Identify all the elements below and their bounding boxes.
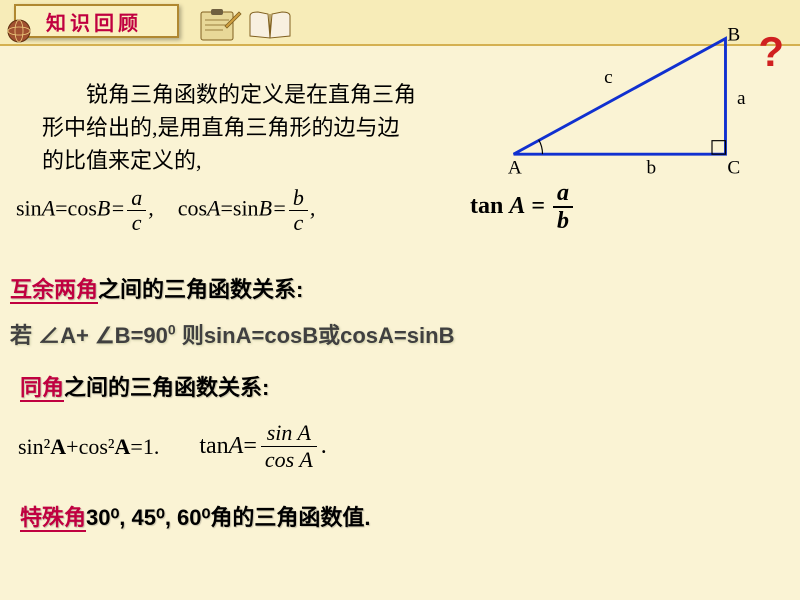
complementary-formula: 若 ∠A+ ∠B=900 则sinA=cosB或cosA=sinB xyxy=(10,318,454,350)
globe-icon xyxy=(6,18,32,44)
sec3-angles: 30⁰, 45⁰, 60⁰ xyxy=(86,505,210,530)
vertex-C: C xyxy=(727,157,740,178)
sec2-underline: 同角 xyxy=(20,375,64,402)
formula-row: sinA=cosB=ac, cosA=sinB=bc, xyxy=(16,186,315,235)
right-angle-marker xyxy=(712,141,725,154)
section-same-angle: 同角之间的三角函数关系: xyxy=(20,370,269,402)
vertex-A: A xyxy=(508,157,522,178)
title-text: 知识回顾 xyxy=(46,7,142,36)
sec3-rest: 角的三角函数值. xyxy=(210,505,370,530)
sec2-rest: 之间的三角函数关系: xyxy=(64,375,269,400)
formula-tanA: tan A = ab xyxy=(470,180,575,235)
definition-text: 锐角三角函数的定义是在直角三角 形中给出的,是用直角三角形的边与边 的比值来定义… xyxy=(42,78,442,177)
sec1-underline: 互余两角 xyxy=(10,277,98,304)
def-line3: 的比值来定义的, xyxy=(42,148,202,173)
side-c: c xyxy=(604,67,613,88)
triangle-diagram: A B C a b c xyxy=(504,26,764,166)
identity-row: sin²A+cos²A=1. tan A = sin A cos A . xyxy=(18,420,327,473)
clipboard-icon xyxy=(195,8,245,44)
sec3-underline: 特殊角 xyxy=(20,505,86,532)
tan-identity: tan A = sin A cos A . xyxy=(199,420,326,473)
sec1-rest: 之间的三角函数关系: xyxy=(98,277,303,302)
triangle-shape xyxy=(514,39,726,155)
formula-cosA: cosA=sinB=bc, xyxy=(178,186,316,235)
side-a: a xyxy=(737,88,746,109)
def-line1: 锐角三角函数的定义是在直角三角 xyxy=(86,82,416,107)
angle-arc xyxy=(539,140,543,154)
def-line2: 形中给出的,是用直角三角形的边与边 xyxy=(42,115,400,140)
section-complementary: 互余两角之间的三角函数关系: xyxy=(10,272,303,304)
section-special-angles: 特殊角30⁰, 45⁰, 60⁰角的三角函数值. xyxy=(20,500,370,532)
book-icon xyxy=(246,8,294,44)
vertex-B: B xyxy=(727,26,740,46)
title-box: 知识回顾 xyxy=(14,4,179,38)
formula-sinA: sinA=cosB=ac, xyxy=(16,186,154,235)
pythag-identity: sin²A+cos²A=1. xyxy=(18,434,159,460)
side-b: b xyxy=(647,157,657,178)
